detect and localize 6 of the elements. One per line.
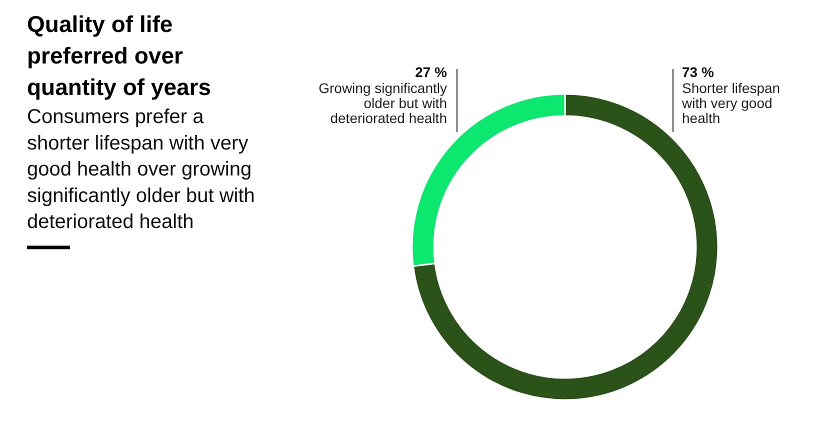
slice-label: Growing significantly older but with deteriorated health (318, 80, 447, 126)
slice-label: Shorter lifespan with very good health (681, 80, 780, 126)
data-label: 73 % (682, 64, 714, 80)
data-label: 27 % (415, 64, 448, 80)
text: Quality of life preferred over quantity of years (27, 11, 212, 100)
text: Consumers prefer a shorter lifespan with very good health over growing significantly older but with deteriorated health (27, 106, 255, 234)
